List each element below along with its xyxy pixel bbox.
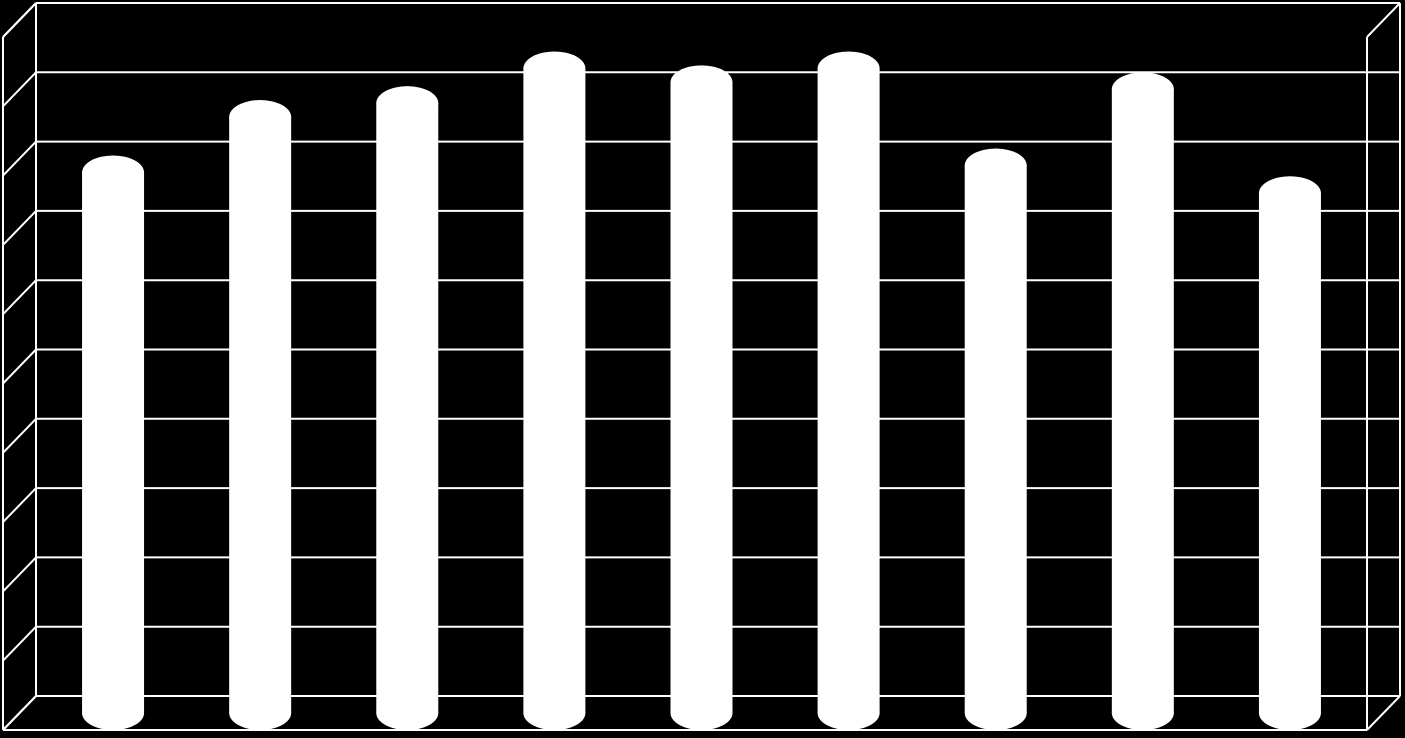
bar [671, 82, 733, 713]
bar [523, 69, 585, 713]
bar [376, 103, 438, 713]
bar [1259, 193, 1321, 713]
bar [818, 69, 880, 713]
bar [82, 172, 144, 713]
bar-chart-3d [0, 0, 1405, 738]
bar [229, 117, 291, 713]
chart-svg [0, 0, 1405, 738]
bar [965, 166, 1027, 713]
bar [1112, 89, 1174, 713]
